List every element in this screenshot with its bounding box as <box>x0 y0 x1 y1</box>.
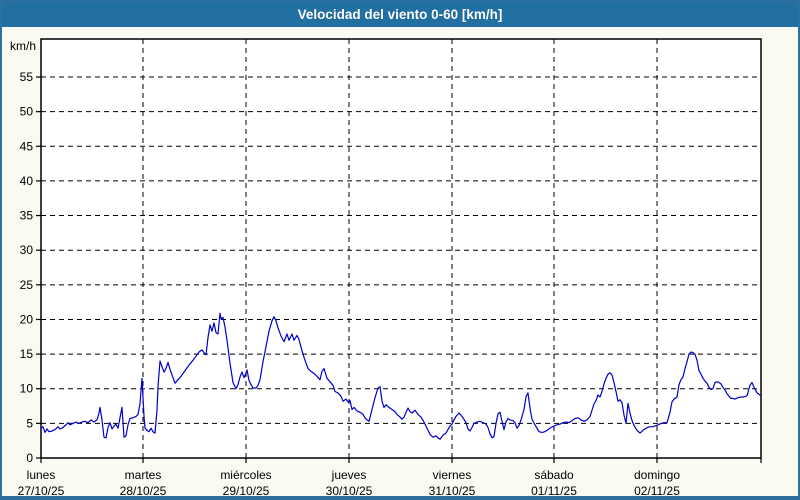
y-axis-tick-label: 10 <box>20 382 34 396</box>
x-axis-date-label: 31/10/25 <box>429 484 476 498</box>
plot-border <box>40 38 762 459</box>
y-axis-tick-label: 45 <box>20 139 34 153</box>
x-axis-day-label: viernes <box>433 468 472 482</box>
y-axis-tick-label: 5 <box>26 416 33 430</box>
x-axis-day-label: sábado <box>534 468 574 482</box>
y-axis-tick-label: 25 <box>20 278 34 292</box>
x-axis-day-label: lunes <box>27 468 56 482</box>
y-axis-tick-label: 35 <box>20 209 34 223</box>
x-axis-day-label: jueves <box>331 468 367 482</box>
y-axis-tick-label: 50 <box>20 105 34 119</box>
x-axis-date-label: 29/10/25 <box>223 484 270 498</box>
x-axis-day-label: domingo <box>634 468 680 482</box>
chart-titlebar: Velocidad del viento 0-60 [km/h] <box>2 2 798 27</box>
x-axis-date-label: 28/10/25 <box>120 484 167 498</box>
y-axis-unit-label: km/h <box>10 39 36 53</box>
y-axis-tick-label: 20 <box>20 312 34 326</box>
x-axis-day-label: miércoles <box>220 468 271 482</box>
x-axis-date-label: 30/10/25 <box>326 484 373 498</box>
y-axis-tick-label: 55 <box>20 70 34 84</box>
y-axis-tick-label: 0 <box>26 451 33 465</box>
x-axis-date-label: 02/11/25 <box>634 484 680 498</box>
x-axis-date-label: 27/10/25 <box>18 484 65 498</box>
x-axis-date-label: 01/11/25 <box>531 484 577 498</box>
y-axis-tick-label: 30 <box>20 243 34 257</box>
chart-title: Velocidad del viento 0-60 [km/h] <box>297 7 503 22</box>
x-axis-day-label: martes <box>125 468 162 482</box>
plot-area <box>41 39 761 458</box>
wind-speed-line <box>40 312 761 440</box>
y-axis-tick-label: 40 <box>20 174 34 188</box>
y-axis-tick-label: 15 <box>20 347 34 361</box>
